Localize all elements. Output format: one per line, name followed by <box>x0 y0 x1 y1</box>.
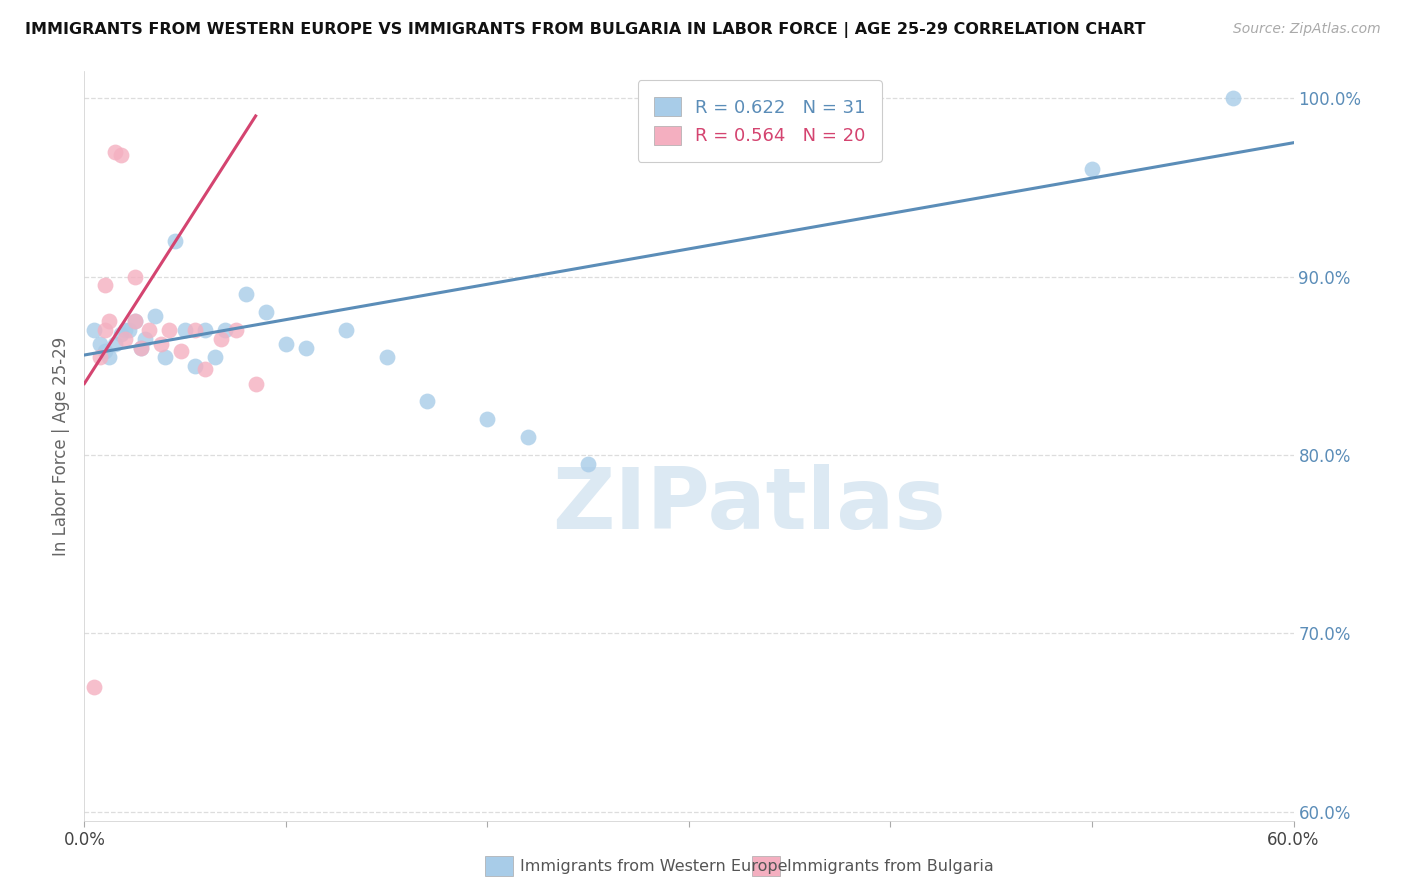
Y-axis label: In Labor Force | Age 25-29: In Labor Force | Age 25-29 <box>52 336 70 556</box>
Point <box>245 376 267 391</box>
Legend: R = 0.622   N = 31, R = 0.564   N = 20: R = 0.622 N = 31, R = 0.564 N = 20 <box>637 80 882 161</box>
Point <box>225 323 247 337</box>
Point <box>174 323 197 337</box>
Point <box>194 362 217 376</box>
Point <box>104 337 127 351</box>
Point <box>235 287 257 301</box>
Point <box>89 337 111 351</box>
Point <box>129 341 152 355</box>
Text: Source: ZipAtlas.com: Source: ZipAtlas.com <box>1233 22 1381 37</box>
Point <box>138 323 160 337</box>
Point <box>576 457 599 471</box>
Text: Immigrants from Western Europe: Immigrants from Western Europe <box>520 859 787 873</box>
Point <box>93 344 115 359</box>
Point <box>209 332 232 346</box>
Point <box>274 337 297 351</box>
Point <box>204 350 226 364</box>
Point <box>129 341 152 355</box>
Point <box>118 323 141 337</box>
Point <box>375 350 398 364</box>
Text: IMMIGRANTS FROM WESTERN EUROPE VS IMMIGRANTS FROM BULGARIA IN LABOR FORCE | AGE : IMMIGRANTS FROM WESTERN EUROPE VS IMMIGR… <box>25 22 1146 38</box>
Point <box>114 332 136 346</box>
Point <box>153 350 176 364</box>
Point <box>157 323 180 337</box>
Point <box>97 350 120 364</box>
Point <box>124 314 146 328</box>
Point <box>89 350 111 364</box>
Point <box>110 326 132 341</box>
Point <box>143 309 166 323</box>
Point <box>335 323 357 337</box>
Point <box>170 344 193 359</box>
Point <box>134 332 156 346</box>
Point <box>1081 162 1104 177</box>
Point <box>416 394 439 409</box>
Point <box>114 323 136 337</box>
Point <box>93 323 115 337</box>
Point <box>1222 91 1244 105</box>
Point <box>254 305 277 319</box>
Point <box>104 145 127 159</box>
Point <box>477 412 499 426</box>
Point <box>516 430 538 444</box>
Point <box>214 323 236 337</box>
Point <box>184 359 207 373</box>
Point <box>97 314 120 328</box>
Point <box>124 269 146 284</box>
Point <box>83 323 105 337</box>
Point <box>184 323 207 337</box>
Text: Immigrants from Bulgaria: Immigrants from Bulgaria <box>787 859 994 873</box>
Text: ZIPatlas: ZIPatlas <box>553 465 946 548</box>
Point <box>149 337 172 351</box>
Point <box>295 341 318 355</box>
Point <box>83 680 105 694</box>
Point <box>124 314 146 328</box>
Point <box>93 278 115 293</box>
Point <box>194 323 217 337</box>
Point <box>110 148 132 162</box>
Point <box>165 234 187 248</box>
